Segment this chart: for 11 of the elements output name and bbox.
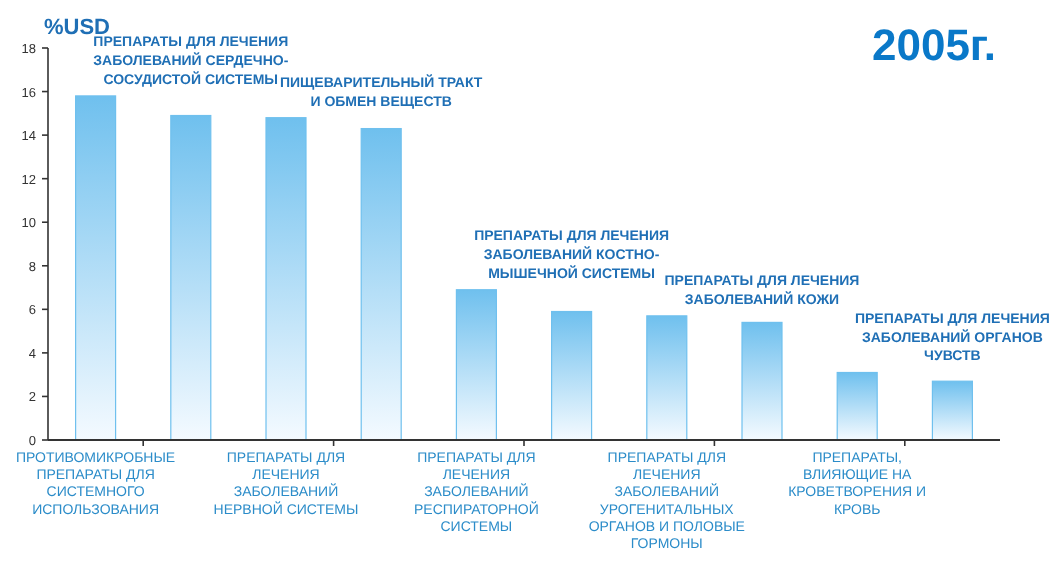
bar xyxy=(931,380,973,441)
chart-title: 2005г. xyxy=(871,20,996,70)
bar xyxy=(360,127,402,441)
bar xyxy=(455,289,497,441)
bar xyxy=(265,117,307,441)
bar xyxy=(741,321,783,441)
bar xyxy=(551,310,593,441)
bar xyxy=(75,95,117,441)
bar xyxy=(170,114,212,441)
bar xyxy=(836,371,878,441)
bar xyxy=(646,315,688,441)
